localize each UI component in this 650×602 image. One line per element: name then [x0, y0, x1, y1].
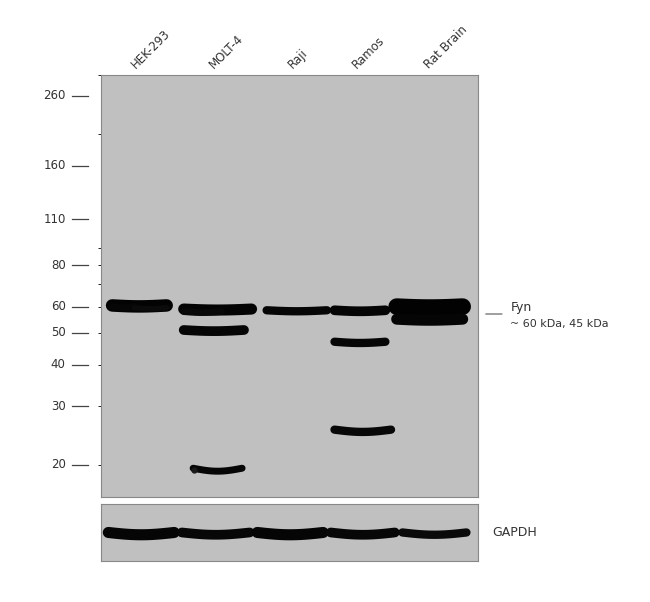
Text: GAPDH: GAPDH [492, 526, 537, 539]
Text: 160: 160 [44, 159, 66, 172]
Text: 110: 110 [44, 213, 66, 226]
Text: Rat Brain: Rat Brain [421, 23, 469, 72]
Text: 50: 50 [51, 326, 66, 340]
Text: 20: 20 [51, 458, 66, 471]
Text: 40: 40 [51, 358, 66, 371]
Text: 60: 60 [51, 300, 66, 313]
Text: Raji: Raji [286, 47, 310, 72]
Text: Ramos: Ramos [350, 34, 387, 72]
Text: 30: 30 [51, 400, 66, 413]
Text: HEK-293: HEK-293 [129, 28, 174, 72]
Text: ~ 60 kDa, 45 kDa: ~ 60 kDa, 45 kDa [510, 320, 609, 329]
Text: Fyn: Fyn [510, 302, 532, 314]
Text: 260: 260 [44, 89, 66, 102]
Text: MOLT-4: MOLT-4 [207, 33, 246, 72]
Text: 80: 80 [51, 259, 66, 272]
